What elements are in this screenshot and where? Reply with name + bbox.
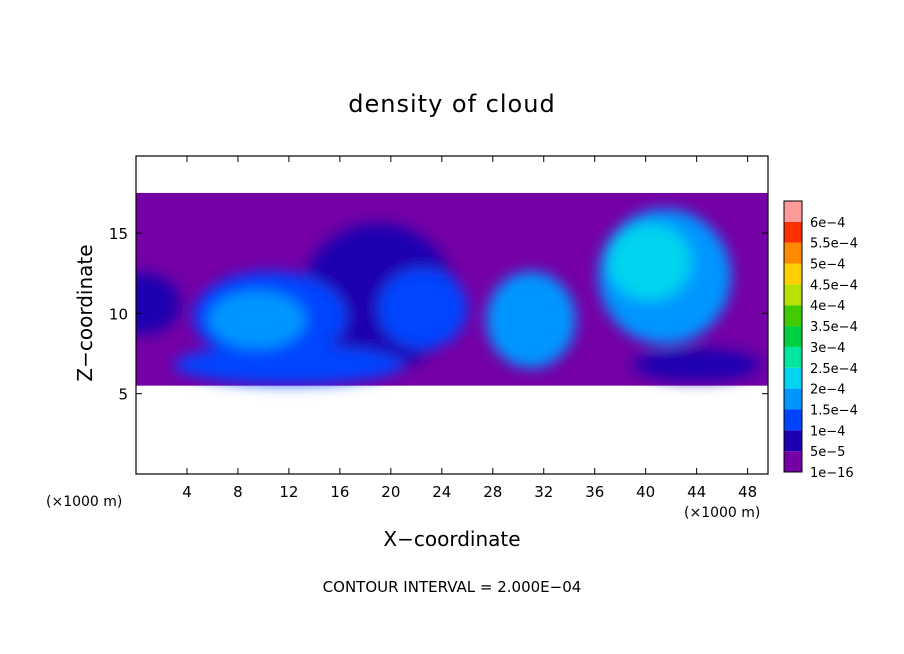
plot-frame (135, 155, 769, 475)
x-tick-label-8: 36 (585, 483, 604, 501)
x-tick-label-4: 20 (381, 483, 400, 501)
colorbar-label-2: 1e−4 (810, 424, 845, 439)
colorbar-swatch-3 (784, 388, 802, 410)
colorbar-label-6: 3e−4 (810, 341, 845, 356)
y-tick-label-1: 10 (109, 305, 128, 323)
colorbar-swatch-9 (784, 263, 802, 285)
contour-interval-note: CONTOUR INTERVAL = 2.000E−04 (323, 578, 582, 596)
colorbar-swatch-4 (784, 367, 802, 389)
colorbar-label-11: 5.5e−4 (810, 237, 858, 252)
x-tick-label-11: 48 (738, 483, 757, 501)
y-axis-ticks: 5 10 15 (109, 225, 768, 404)
x-tick-label-2: 12 (279, 483, 298, 501)
colorbar-swatch-12 (784, 201, 802, 222)
colorbar-swatch-8 (784, 284, 802, 306)
x-axis-ticks: 4 8 12 16 20 24 28 32 36 40 44 48 (182, 156, 757, 501)
cloud-blob-group (136, 209, 761, 385)
chart-title: density of cloud (348, 90, 555, 118)
x-tick-label-7: 32 (534, 483, 553, 501)
colorbar-label-9: 4.5e−4 (810, 278, 858, 293)
cloud-blob-6 (208, 290, 306, 349)
colorbar-frame (783, 200, 803, 473)
colorbar-label-0: 1e−16 (810, 466, 854, 481)
colorbar-label-1: 5e−5 (810, 445, 845, 460)
cloud-blob-5 (174, 345, 404, 385)
cloud-blob-4 (378, 268, 468, 349)
x-tick-label-0: 4 (182, 483, 192, 501)
colorbar-swatch-5 (784, 346, 802, 368)
colorbar-label-4: 2e−4 (810, 383, 845, 398)
x-tick-label-6: 28 (483, 483, 502, 501)
y-tick-label-2: 15 (109, 225, 128, 243)
colorbar-swatch-7 (784, 305, 802, 327)
y-axis-label: Z−coordinate (73, 244, 97, 381)
colorbar-swatch-0 (784, 451, 802, 472)
colorbar-swatch-11 (784, 221, 802, 243)
cloud-blob-9 (607, 223, 692, 301)
x-tick-label-1: 8 (233, 483, 243, 501)
x-tick-label-3: 16 (330, 483, 349, 501)
cloud-blob-2 (632, 348, 761, 381)
colorbar-label-10: 5e−4 (810, 258, 845, 273)
x-axis-unit-left: (×1000 m) (46, 494, 122, 510)
colorbar: 1e−16 5e−5 1e−4 1.5e−4 2e−4 2.5e−4 3e−4 3.5e−4 4… (783, 200, 858, 481)
x-axis-label: X−coordinate (383, 527, 520, 551)
x-axis-unit-right: (×1000 m) (684, 505, 760, 521)
colorbar-label-12: 6e−4 (810, 216, 845, 231)
plot-area (136, 192, 768, 386)
x-tick-label-10: 44 (687, 483, 706, 501)
cloud-blob-7 (486, 271, 576, 368)
colorbar-swatch-2 (784, 409, 802, 431)
colorbar-swatch-10 (784, 242, 802, 264)
colorbar-label-7: 3.5e−4 (810, 320, 858, 335)
colorbar-label-5: 2.5e−4 (810, 362, 858, 377)
colorbar-label-3: 1.5e−4 (810, 403, 858, 418)
y-tick-label-0: 5 (118, 386, 128, 404)
cloud-blob-0 (136, 273, 181, 335)
colorbar-swatch-6 (784, 326, 802, 347)
colorbar-label-8: 4e−4 (810, 299, 845, 314)
x-tick-label-9: 40 (636, 483, 655, 501)
x-tick-label-5: 24 (432, 483, 451, 501)
colorbar-swatch-1 (784, 430, 802, 452)
cloud-density-field (136, 192, 768, 386)
